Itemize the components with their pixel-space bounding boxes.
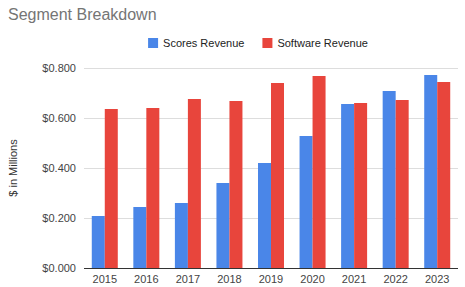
bar	[146, 108, 159, 268]
title: Segment Breakdown	[8, 6, 157, 23]
legend: Scores Revenue Software Revenue	[148, 37, 368, 49]
bar	[424, 75, 437, 268]
y-tick-label: $0.000	[42, 262, 76, 274]
legend-label: Software Revenue	[277, 37, 368, 49]
legend-item: Scores Revenue	[148, 37, 244, 49]
bar	[216, 183, 229, 268]
bar	[437, 82, 450, 268]
y-axis-label: $ in Millions	[7, 139, 19, 197]
x-tick-label: 2017	[176, 273, 200, 285]
x-tick-label: 2015	[93, 273, 117, 285]
x-tick-label: 2020	[300, 273, 324, 285]
bar	[258, 163, 271, 268]
bar	[354, 103, 367, 268]
bar	[271, 83, 284, 268]
bars	[92, 75, 450, 268]
legend-label: Scores Revenue	[163, 37, 244, 49]
x-tick-label: 2018	[217, 273, 241, 285]
bar	[188, 99, 201, 268]
bar	[341, 104, 354, 268]
bar	[105, 109, 118, 268]
legend-swatch	[262, 38, 272, 48]
bar	[92, 216, 105, 268]
bar	[229, 101, 242, 268]
y-tick-label: $0.200	[42, 212, 76, 224]
x-tick-label: 2016	[134, 273, 158, 285]
y-tick-label: $0.600	[42, 112, 76, 124]
y-tick-label: $0.400	[42, 162, 76, 174]
x-tick-label: 2022	[383, 273, 407, 285]
bar	[175, 203, 188, 268]
x-tick-label: 2021	[342, 273, 366, 285]
legend-item: Software Revenue	[262, 37, 368, 49]
grid-line	[84, 68, 458, 69]
bar	[300, 136, 313, 268]
bar	[313, 76, 326, 268]
bar	[133, 207, 146, 268]
y-tick-label: $0.800	[42, 62, 76, 74]
x-tick-label: 2019	[259, 273, 283, 285]
legend-swatch	[148, 38, 158, 48]
bar	[396, 100, 409, 268]
x-tick-label: 2023	[425, 273, 449, 285]
chart: Segment Breakdown $ in Millions $0.000 $0.2…	[0, 0, 465, 287]
bar	[383, 91, 396, 268]
